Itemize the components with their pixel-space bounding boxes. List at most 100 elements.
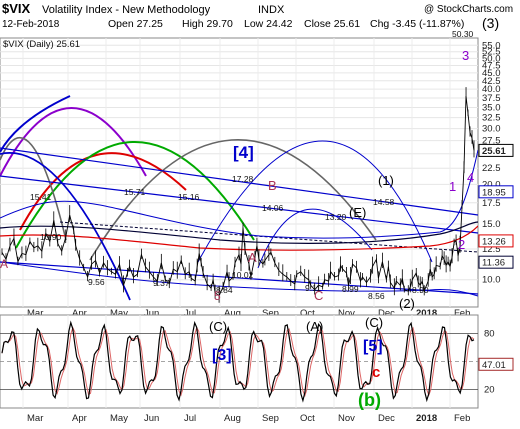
price-x-tick: Dec	[378, 308, 395, 319]
price-label-17-28: 17.28	[232, 174, 254, 184]
price-y-tick: 15.0	[482, 219, 501, 230]
price-x-tick: Feb	[454, 308, 470, 319]
oscillator-y-axis: 80502047.01	[478, 329, 514, 395]
price-y-tick: 32.5	[482, 113, 501, 124]
oscillator-line	[1, 320, 475, 403]
price-label-14-58: 14.58	[373, 197, 395, 207]
blue-cycle-arc-left	[0, 95, 71, 153]
price-label-13-20: 13.20	[325, 212, 347, 222]
wave-label-1-paren: (1)	[378, 173, 394, 188]
header-close: Close 25.61	[304, 18, 360, 30]
right-tag-label: 18.95	[482, 187, 506, 198]
price-label-10-90: 10.90	[40, 232, 62, 242]
price-y-tick: 37.5	[482, 93, 501, 104]
price-x-tick: Aug	[224, 308, 241, 319]
oscillator-x-tick: Jul	[184, 413, 196, 424]
price-label-8-56: 8.56	[368, 291, 385, 301]
price-labels: 15.41 15.71 15.16 17.28 14.06 13.20 14.5…	[30, 29, 474, 301]
header-symbol: $VIX	[2, 1, 31, 16]
purple-cycle-arc	[0, 107, 147, 177]
price-label-8-90: 8.90	[412, 285, 429, 295]
price-x-tick: Jul	[184, 308, 196, 319]
oscillator-x-tick: Apr	[72, 413, 87, 424]
header-date: 12-Feb-2018	[2, 19, 60, 30]
wave-label-2-paren: (2)	[399, 296, 415, 311]
wave-label-B: B	[268, 178, 277, 193]
price-y-tick: 20.0	[482, 179, 501, 190]
osc-wave-label-b: (b)	[358, 390, 381, 410]
lower-band	[0, 261, 478, 297]
price-y-tick: 42.5	[482, 76, 501, 87]
price-label-15-41: 15.41	[30, 192, 52, 202]
price-y-tick: 30.0	[482, 124, 501, 135]
price-y-axis: 55.052.550.047.545.042.540.037.535.032.5…	[482, 40, 501, 285]
price-x-axis: Mar Apr May Jun Jul Aug Sep Oct Nov Dec 2018 Feb	[27, 308, 470, 319]
price-month-grid	[22, 38, 451, 307]
price-label-14-06: 14.06	[262, 203, 284, 213]
osc-wave-label-5: [5]	[363, 338, 383, 355]
oscillator-y-tick: 80	[484, 329, 495, 340]
wave-label-1: 1	[449, 179, 456, 194]
price-label-8-84: 8.84	[216, 285, 233, 295]
price-x-tick: Oct	[300, 308, 315, 319]
price-label-9-11: 9.11	[305, 283, 321, 293]
oscillator-x-tick: Mar	[27, 413, 43, 424]
price-y-tick: 35.0	[482, 102, 501, 113]
legend-label: $VIX (Daily) 25.61	[3, 39, 80, 50]
right-tag-box	[478, 255, 514, 269]
blue-thin-arc	[197, 140, 433, 263]
price-y-tick: 52.5	[482, 47, 501, 58]
price-x-tick: May	[110, 308, 128, 319]
header-high: High 29.70	[182, 18, 233, 30]
price-y-tick: 27.5	[482, 136, 501, 147]
price-y-tick: 17.5	[482, 198, 501, 209]
price-y-tick: 40.0	[482, 84, 501, 95]
wave-label-A: A	[248, 250, 257, 265]
osc-wave-label-3: [3]	[212, 347, 232, 364]
right-tag-label: 11.36	[482, 258, 505, 269]
wave-label-2: 2	[458, 237, 465, 252]
header-copyright: @ StockCharts.com	[424, 4, 513, 15]
price-series	[1, 87, 475, 303]
wave-label-3: 3	[462, 48, 469, 63]
oscillator-x-tick: Nov	[338, 413, 355, 424]
osc-wave-label-c: c	[372, 364, 380, 381]
oscillator-x-tick: Oct	[300, 413, 315, 424]
price-x-tick: Nov	[338, 308, 355, 319]
price-label-15-71: 15.71	[124, 187, 146, 197]
osc-wave-label-C2: (C)	[365, 315, 383, 330]
price-label-10-02: 10.02	[232, 270, 254, 280]
wave-label-4-bracket: [4]	[233, 143, 254, 162]
price-y-tick: 50.0	[482, 53, 501, 64]
price-y-tick: 55.0	[482, 40, 501, 51]
gray-cycle-arc	[89, 139, 377, 261]
oscillator-x-tick: May	[110, 413, 128, 424]
price-x-tick: 2018	[416, 308, 437, 319]
right-tag-box	[478, 185, 514, 199]
price-y-tick: 12.5	[482, 244, 501, 255]
header-low: Low 24.42	[244, 18, 293, 30]
price-x-tick: Jun	[144, 308, 159, 319]
blue-thin-arc-2	[257, 208, 373, 269]
middle-channel-line	[0, 175, 478, 234]
moving-average-red	[0, 225, 478, 251]
upper-band	[0, 149, 478, 239]
price-label-8-99: 8.99	[342, 284, 359, 294]
upper-channel-line	[0, 147, 478, 216]
header-change: Chg -3.45 (-11.87%)	[370, 18, 464, 30]
price-y-tick: 47.5	[482, 60, 501, 71]
right-tag-box	[478, 143, 514, 157]
right-tag-box	[478, 234, 514, 248]
moving-average-dark	[0, 221, 478, 244]
oscillator-series	[1, 320, 475, 403]
price-label-9-56: 9.56	[88, 277, 105, 287]
header-open: Open 27.25	[108, 18, 163, 30]
oscillator-x-tick: Dec	[378, 413, 395, 424]
right-tag-label: 25.61	[482, 146, 506, 157]
wave-label-E: (E)	[349, 205, 366, 220]
price-y-tick: 45.0	[482, 68, 501, 79]
right-tag-label: 13.26	[482, 236, 506, 247]
oscillator-value-box	[478, 357, 514, 371]
